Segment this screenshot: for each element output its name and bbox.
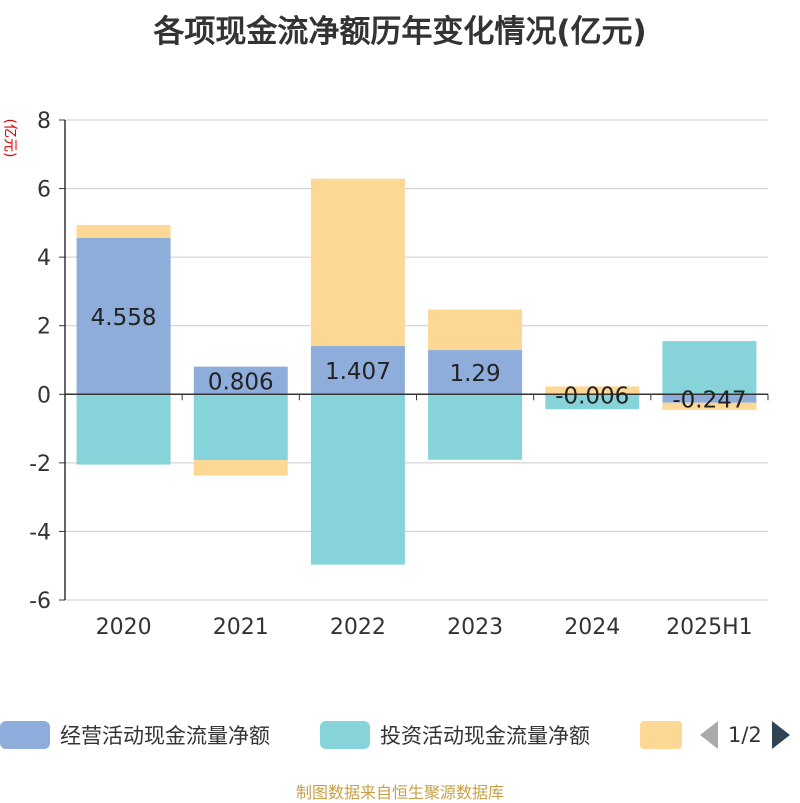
source-note: 制图数据来自恒生聚源数据库 xyxy=(295,783,504,802)
previous-page-icon[interactable] xyxy=(700,721,718,749)
x-tick-label: 2024 xyxy=(564,615,620,640)
bar-series-1-2024 xyxy=(545,394,640,410)
legend-swatch xyxy=(320,721,370,749)
bar-series-1-2023 xyxy=(428,394,523,460)
bar-series-2-2021 xyxy=(193,460,288,476)
y-tick-label: 6 xyxy=(37,178,51,203)
y-tick-label: 2 xyxy=(37,315,51,340)
legend-label: 投资活动现金流量净额 xyxy=(380,724,590,748)
bar-series-0-2022 xyxy=(310,346,405,395)
x-tick-label: 2022 xyxy=(330,615,386,640)
legend-item-operating[interactable]: 经营活动现金流量净额 xyxy=(0,718,270,752)
bar-series-0-2023 xyxy=(428,350,523,395)
data-label-2025H1: -0.247 xyxy=(672,388,746,414)
bar-series-2-2023 xyxy=(428,309,523,351)
legend-item-investing[interactable]: 投资活动现金流量净额 xyxy=(320,718,590,752)
bar-series-1-2022 xyxy=(310,394,405,565)
legend-swatch xyxy=(640,721,682,749)
bar-series-2-2022 xyxy=(310,178,405,347)
legend-pager: 1/2 xyxy=(700,718,790,752)
data-label-2023: 1.29 xyxy=(449,361,500,387)
y-tick-label: 4 xyxy=(37,246,51,271)
x-tick-label: 2021 xyxy=(213,615,269,640)
bar-series-1-2021 xyxy=(193,394,288,461)
bar-series-0-2021 xyxy=(193,366,288,395)
data-label-2024: -0.006 xyxy=(555,383,629,409)
bars xyxy=(76,178,757,565)
axes: -6 -4 -2 0 2 4 6 8 2020 2021 2022 2023 2024 2025H1 xyxy=(29,109,769,640)
x-tick-label: 2020 xyxy=(96,615,152,640)
y-tick-label: -2 xyxy=(29,452,51,477)
y-tick-label: -6 xyxy=(29,589,51,614)
next-page-icon[interactable] xyxy=(771,721,790,749)
legend: 经营活动现金流量净额 投资活动现金流量净额 xyxy=(0,718,800,752)
y-tick-label: 8 xyxy=(37,109,51,134)
legend-item-third[interactable] xyxy=(640,718,692,752)
legend-label: 经营活动现金流量净额 xyxy=(60,724,270,748)
data-label-2021: 0.806 xyxy=(208,369,274,395)
bar-series-1-2020 xyxy=(76,394,171,465)
data-label-2020: 4.558 xyxy=(91,305,157,331)
legend-page-number: 1/2 xyxy=(728,723,762,747)
y-tick-label: 0 xyxy=(37,383,51,408)
bar-series-1-2025H1 xyxy=(662,341,757,395)
bar-series-2-2020 xyxy=(76,224,171,239)
bar-series-2-2024 xyxy=(545,386,640,395)
x-tick-label: 2025H1 xyxy=(666,615,753,640)
legend-swatch xyxy=(0,721,50,749)
data-label-2022: 1.407 xyxy=(325,359,391,385)
bar-series-0-2020 xyxy=(76,238,171,395)
chart-title: 各项现金流净额历年变化情况(亿元) xyxy=(153,14,647,50)
data-labels: 4.558 0.806 1.407 1.29 -0.006 -0.247 xyxy=(91,305,747,413)
bar-series-0-2025H1 xyxy=(662,394,757,403)
y-tick-label: -4 xyxy=(29,520,51,545)
chart-canvas: -6 -4 -2 0 2 4 6 8 2020 2021 2022 2023 2024 2025H1 4.… xyxy=(29,109,769,640)
x-tick-label: 2023 xyxy=(447,615,503,640)
bar-series-2-2025H1 xyxy=(662,402,757,410)
